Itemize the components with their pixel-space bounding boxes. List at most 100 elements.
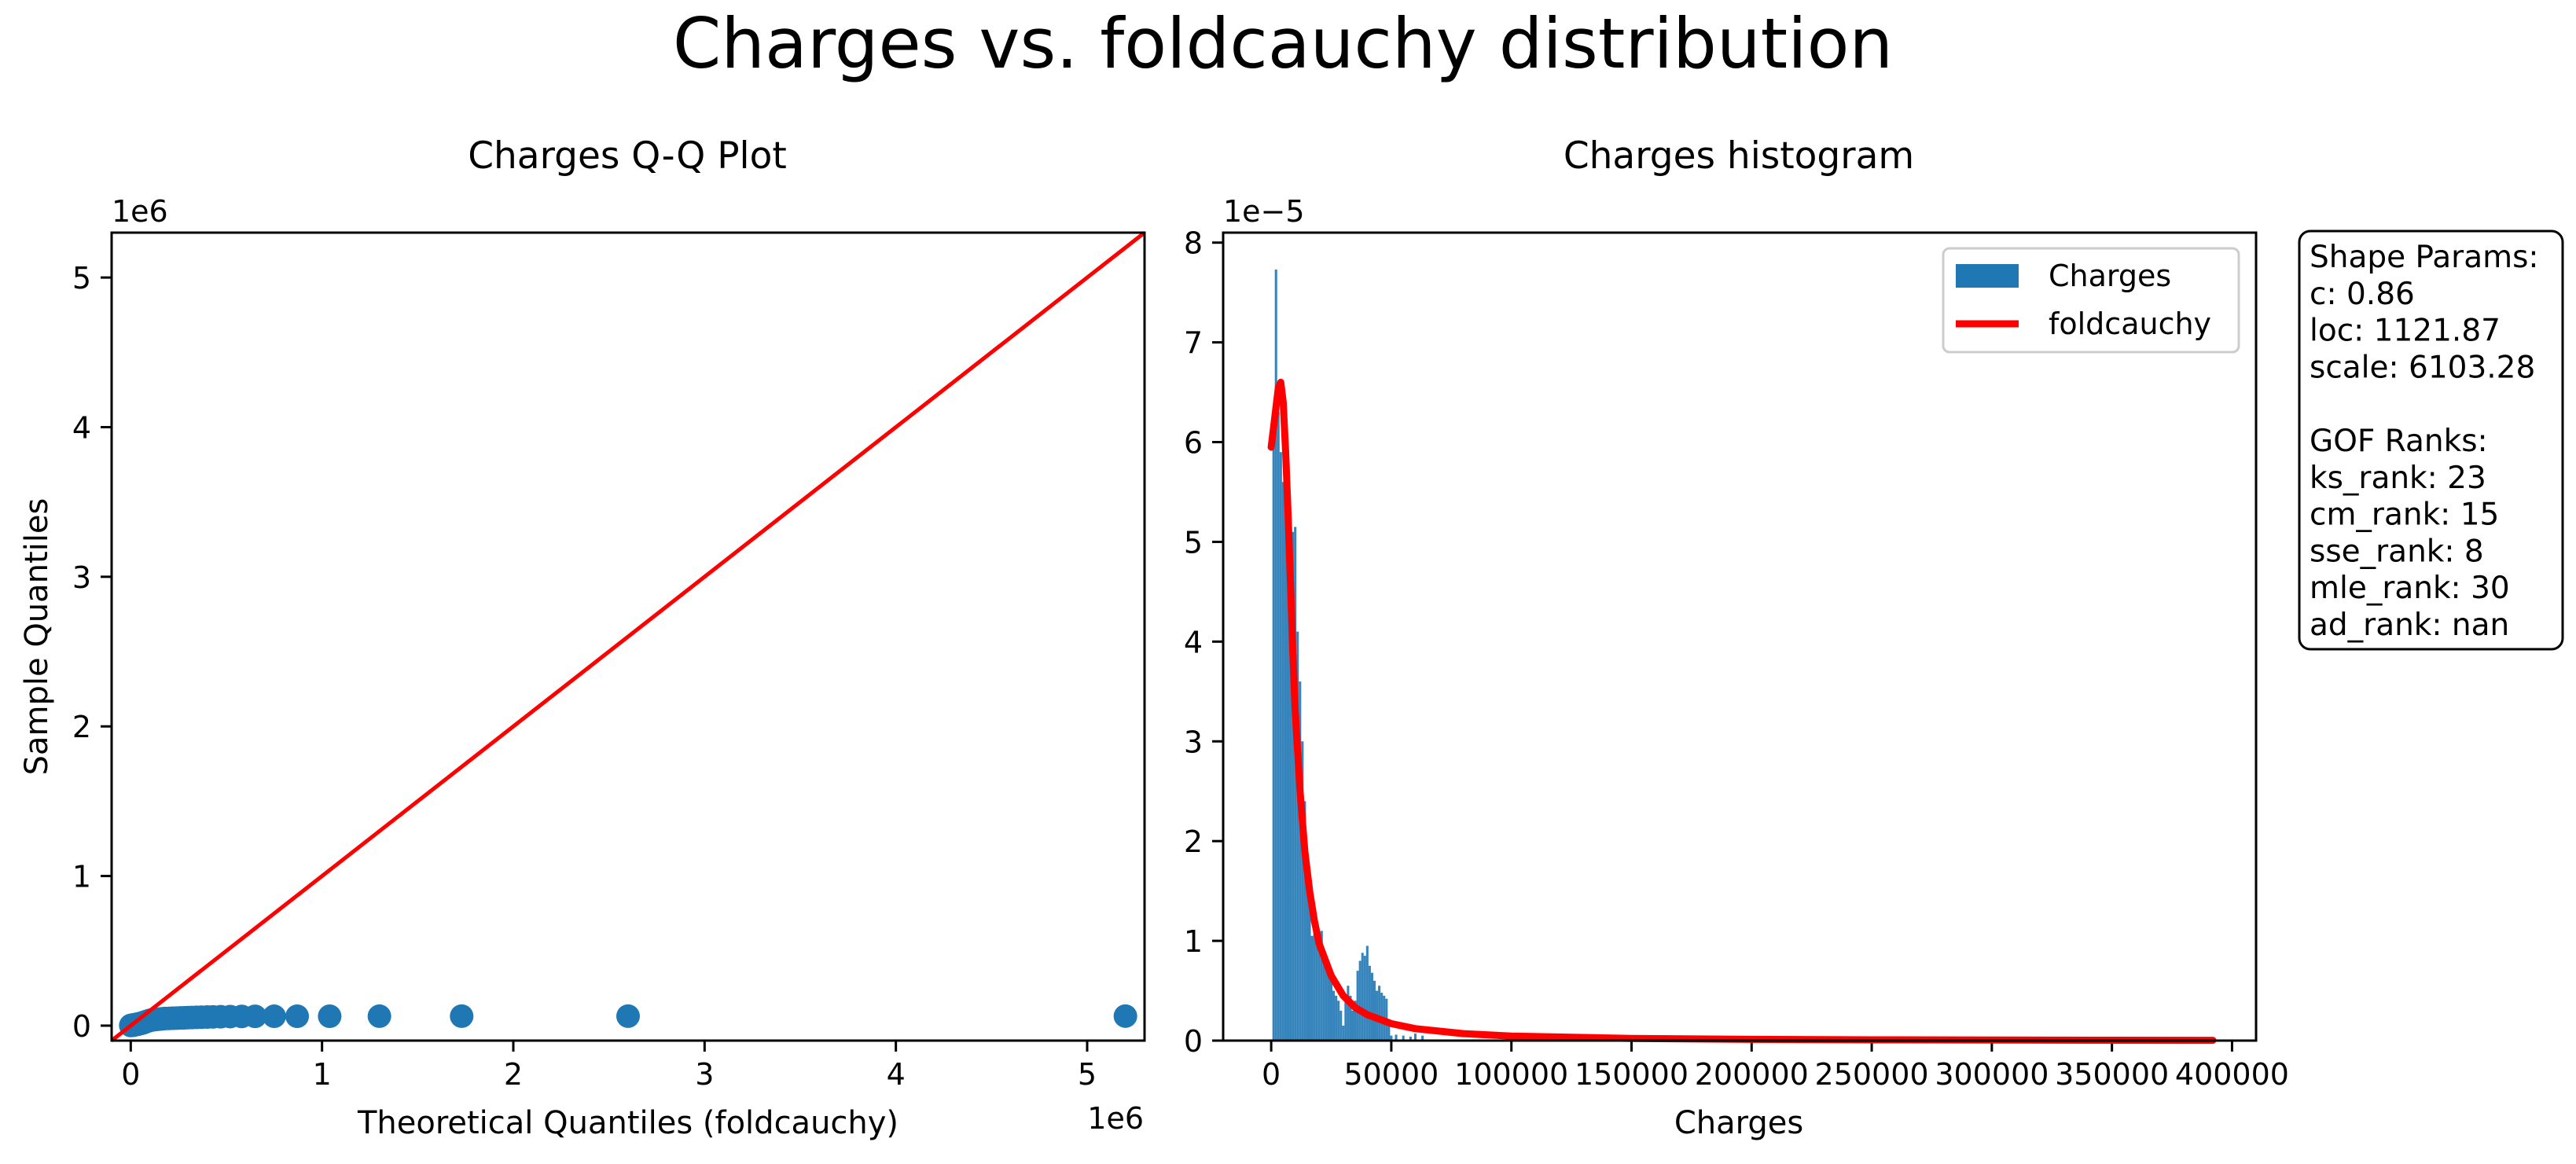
hist-legend: Charges foldcauchy <box>1942 247 2240 354</box>
hist-bar <box>1306 861 1309 1041</box>
hist-bar <box>1395 1034 1398 1041</box>
hist-bar <box>1277 412 1280 1041</box>
hist-bar <box>1387 1023 1391 1041</box>
qq-x-tick-label: 0 <box>121 1057 140 1092</box>
hist-bar <box>1272 442 1275 1041</box>
qq-plot: Charges Q-Q Plot 1e6 1e6 0 1 2 3 4 5 0 1 2 3 4 5 T… <box>19 134 1146 1141</box>
hist-bar <box>1329 980 1333 1041</box>
hist-bar <box>1351 1010 1354 1041</box>
hist-bar <box>1413 1034 1417 1041</box>
hist-bar <box>1332 990 1336 1041</box>
hist-y-offset-label: 1e−5 <box>1223 194 1305 229</box>
qq-point <box>616 1004 640 1028</box>
qq-y-offset-label: 1e6 <box>112 194 168 229</box>
hist-bar <box>1286 512 1290 1041</box>
hist-plot: Charges histogram 1e−5 0 50000 100000 15000… <box>1184 134 2289 1141</box>
legend-swatch-charges <box>1956 264 2019 288</box>
stats-line: c: 0.86 <box>2310 277 2415 312</box>
hist-bar <box>1301 741 1304 1041</box>
qq-x-tick-label: 4 <box>887 1057 906 1092</box>
hist-x-ticks: 0 50000 100000 150000 200000 250000 300000 3500… <box>1262 1041 2289 1092</box>
hist-bar <box>1320 931 1323 1041</box>
hist-bar <box>1317 946 1321 1041</box>
qq-x-label: Theoretical Quantiles (foldcauchy) <box>357 1105 898 1141</box>
hist-bar <box>1421 1035 1424 1041</box>
stats-box-frame <box>2298 229 2564 651</box>
hist-y-tick-label: 4 <box>1184 625 1203 659</box>
hist-bar <box>1335 995 1338 1041</box>
hist-x-tick-label: 400000 <box>2175 1057 2289 1092</box>
hist-bars <box>1272 269 1424 1041</box>
legend-label-foldcauchy: foldcauchy <box>2049 307 2211 341</box>
hist-bar <box>1390 1035 1393 1041</box>
hist-y-tick-label: 0 <box>1184 1024 1203 1059</box>
hist-bar <box>1303 801 1306 1041</box>
stats-line: ad_rank: nan <box>2310 608 2509 643</box>
hist-x-tick-label: 300000 <box>1935 1057 2049 1092</box>
hist-y-tick-label: 1 <box>1184 924 1203 959</box>
hist-bar <box>1354 1001 1357 1041</box>
qq-x-offset-label: 1e6 <box>1087 1101 1144 1136</box>
hist-x-label: Charges <box>1674 1105 1803 1141</box>
qq-y-tick-label: 4 <box>72 410 91 445</box>
hist-y-ticks: 0 1 2 3 4 5 6 7 8 <box>1184 226 1223 1059</box>
hist-x-tick-label: 250000 <box>1815 1057 1929 1092</box>
hist-title: Charges histogram <box>1564 134 1914 178</box>
stats-line: ks_rank: 23 <box>2310 461 2486 496</box>
qq-x-ticks: 0 1 2 3 4 5 <box>121 1041 1097 1092</box>
hist-bar <box>1279 452 1282 1041</box>
hist-bar <box>1296 631 1299 1041</box>
hist-bar <box>1347 986 1350 1041</box>
hist-axes-frame <box>1222 231 2258 1042</box>
stats-line: loc: 1121.87 <box>2310 314 2501 349</box>
hist-x-tick-label: 200000 <box>1695 1057 1809 1092</box>
hist-bar <box>1358 960 1361 1041</box>
hist-bar <box>1310 935 1314 1041</box>
hist-bar <box>1281 482 1284 1041</box>
stats-line: scale: 6103.28 <box>2310 350 2535 385</box>
hist-bar <box>1344 995 1347 1041</box>
qq-y-label: Sample Quantiles <box>19 498 55 776</box>
hist-y-tick-label: 8 <box>1184 226 1203 261</box>
hist-y-tick-label: 6 <box>1184 426 1203 461</box>
hist-bar <box>1299 681 1302 1041</box>
hist-bar <box>1378 986 1381 1041</box>
hist-y-tick-label: 5 <box>1184 525 1203 560</box>
figure-title: Charges vs. foldcauchy distribution <box>673 3 1893 84</box>
qq-point <box>285 1004 310 1029</box>
hist-bar <box>1292 531 1295 1041</box>
qq-y-tick-label: 2 <box>72 710 91 744</box>
stats-line: mle_rank: 30 <box>2310 571 2510 606</box>
hist-bar <box>1409 1036 1412 1041</box>
hist-fit-curve <box>1267 378 2217 1045</box>
qq-title: Charges Q-Q Plot <box>468 134 787 178</box>
stats-line: cm_rank: 15 <box>2310 498 2499 533</box>
hist-bar <box>1294 527 1297 1041</box>
hist-x-tick-label: 100000 <box>1454 1057 1568 1092</box>
hist-bar <box>1365 946 1369 1041</box>
hist-y-tick-label: 7 <box>1184 326 1203 361</box>
hist-bar <box>1370 972 1373 1041</box>
qq-x-tick-label: 2 <box>504 1057 523 1092</box>
qq-y-tick-label: 1 <box>72 860 91 894</box>
hist-x-tick-label: 350000 <box>2055 1057 2169 1092</box>
qq-point <box>243 1004 267 1029</box>
qq-x-tick-label: 1 <box>313 1057 332 1092</box>
qq-point <box>367 1004 391 1028</box>
hist-bar <box>1337 1001 1340 1041</box>
hist-bar <box>1339 1010 1343 1041</box>
hist-bar <box>1373 980 1376 1041</box>
qq-y-ticks: 0 1 2 3 4 5 <box>72 261 112 1044</box>
qq-x-tick-label: 3 <box>695 1057 714 1092</box>
hist-x-tick-label: 150000 <box>1575 1057 1689 1092</box>
hist-bar <box>1363 956 1366 1041</box>
qq-reference-line <box>110 231 1146 1042</box>
legend-label-charges: Charges <box>2049 259 2171 293</box>
qq-axes-frame <box>110 231 1146 1042</box>
qq-point <box>318 1004 342 1028</box>
hist-bar <box>1361 953 1364 1041</box>
stats-line: sse_rank: 8 <box>2310 534 2484 569</box>
hist-y-tick-label: 2 <box>1184 824 1203 859</box>
